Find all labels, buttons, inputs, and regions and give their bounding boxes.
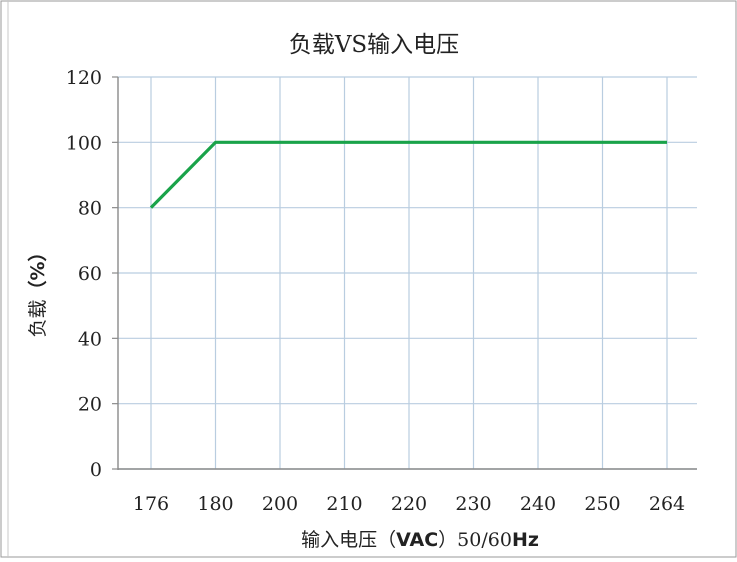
x-tick-label: 230: [455, 493, 491, 515]
y-tick-label: 60: [78, 263, 102, 285]
y-axis-label-text: 负载: [27, 300, 49, 338]
x-tick-label: 264: [649, 493, 685, 515]
x-axis-label-bold: VAC: [396, 529, 438, 551]
x-tick-label: 210: [326, 493, 362, 515]
y-tick-label: 80: [78, 198, 102, 220]
x-axis-label: 输入电压（VAC）50/60Hz: [301, 529, 539, 551]
y-tick-label: 20: [78, 394, 102, 416]
x-axis-label-middle: ）50/60: [438, 529, 512, 551]
x-axis-label-unit: Hz: [512, 529, 539, 551]
series-line: [149, 140, 667, 209]
x-tick-label: 200: [262, 493, 298, 515]
grid: [112, 76, 697, 470]
x-tick-label: 180: [197, 493, 233, 515]
y-tick-label: 0: [90, 459, 102, 481]
y-tick-labels: 0 20 40 60 80 100 120: [66, 67, 102, 481]
x-tick-label: 240: [520, 493, 556, 515]
x-axis-label-prefix: 输入电压（: [301, 529, 396, 551]
y-axis-label-unit: （%）: [26, 242, 49, 299]
x-tick-label: 176: [133, 493, 169, 515]
y-tick-label: 120: [66, 67, 102, 89]
chart-title: 负载VS输入电压: [289, 32, 459, 58]
y-axis-label: 负载（%）: [26, 242, 49, 337]
y-tick-label: 100: [66, 132, 102, 154]
y-tick-label: 40: [78, 328, 102, 350]
series-layer: [149, 140, 667, 209]
x-tick-label: 250: [584, 493, 620, 515]
x-tick-label: 220: [391, 493, 427, 515]
x-tick-labels: 176 180 200 210 220 230 240 250 264: [133, 493, 685, 515]
